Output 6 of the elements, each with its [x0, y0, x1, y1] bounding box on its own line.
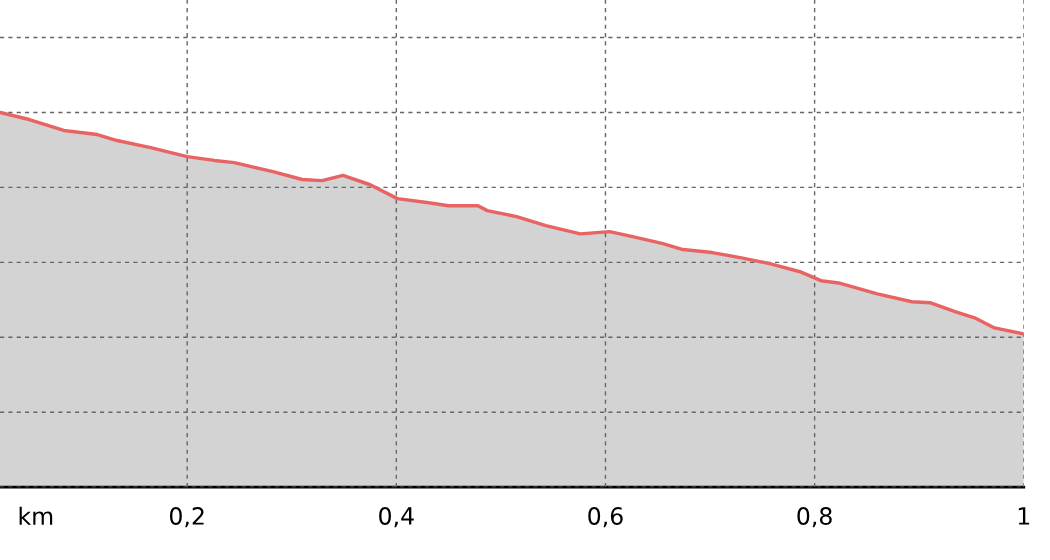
x-tick-label: 0,4: [379, 507, 414, 528]
x-tick-label: 1: [1018, 507, 1030, 525]
x-tick-label: 0,8: [797, 507, 832, 528]
x-axis-title: km: [19, 506, 53, 525]
x-tick-label: 0,6: [588, 507, 623, 528]
x-tick-label: 0,2: [169, 507, 204, 528]
